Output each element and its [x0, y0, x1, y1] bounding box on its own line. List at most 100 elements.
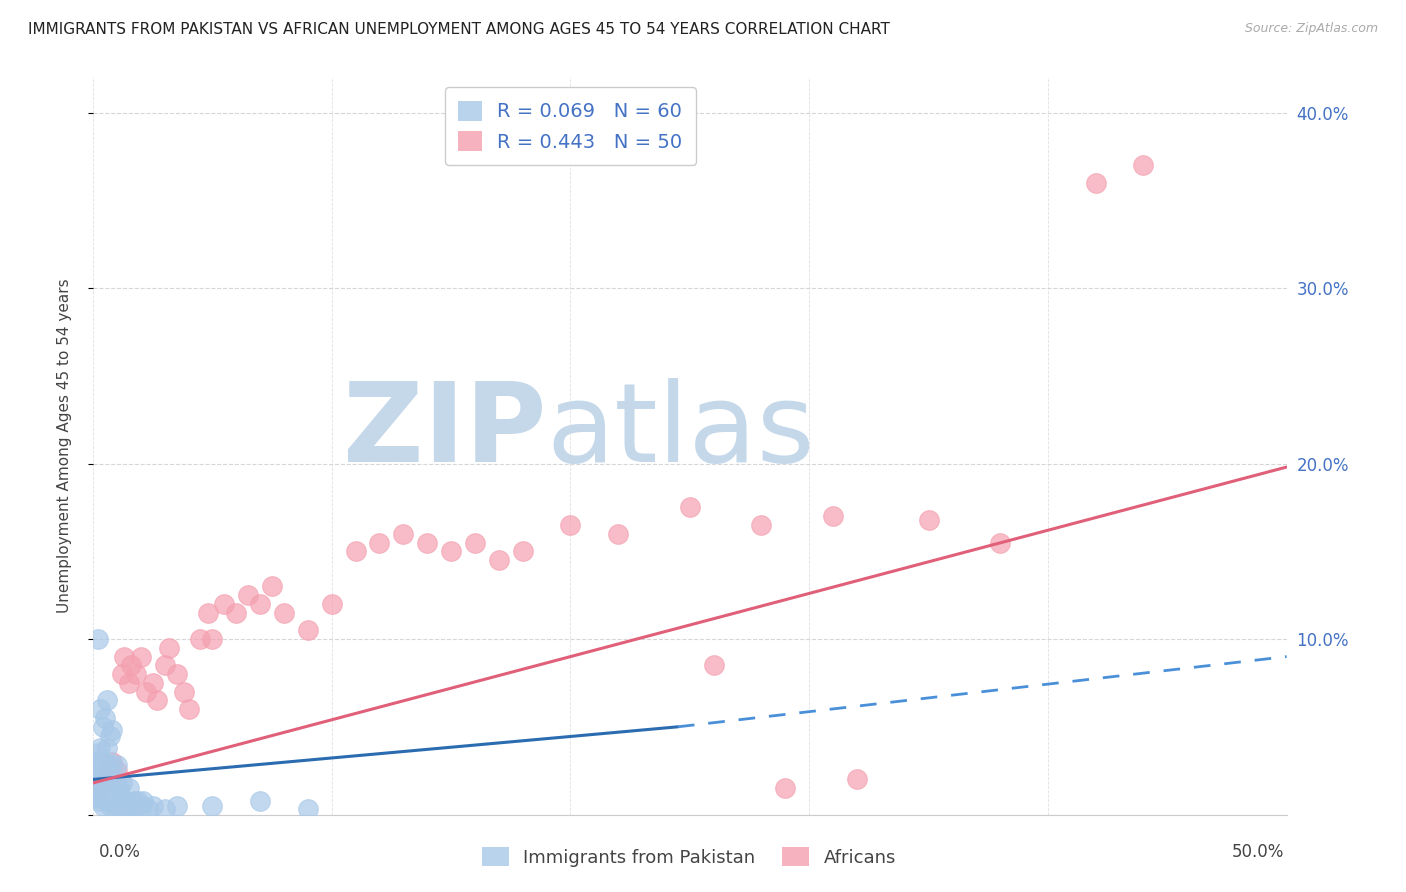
Point — [1132, 158, 1154, 172]
Point — [146, 693, 169, 707]
Point — [94, 755, 117, 769]
Point — [105, 776, 128, 790]
Point — [89, 702, 111, 716]
Point — [122, 793, 145, 807]
Point — [512, 544, 534, 558]
Y-axis label: Unemployment Among Ages 45 to 54 years: Unemployment Among Ages 45 to 54 years — [58, 278, 72, 614]
Point — [115, 793, 138, 807]
Point — [142, 676, 165, 690]
Point — [98, 729, 121, 743]
Point — [108, 781, 131, 796]
Text: IMMIGRANTS FROM PAKISTAN VS AFRICAN UNEMPLOYMENT AMONG AGES 45 TO 54 YEARS CORRE: IMMIGRANTS FROM PAKISTAN VS AFRICAN UNEM… — [28, 22, 890, 37]
Point — [105, 758, 128, 772]
Point — [488, 553, 510, 567]
Point — [125, 798, 148, 813]
Point — [197, 606, 219, 620]
Point — [166, 667, 188, 681]
Point — [89, 740, 111, 755]
Point — [440, 544, 463, 558]
Text: Source: ZipAtlas.com: Source: ZipAtlas.com — [1244, 22, 1378, 36]
Point — [84, 790, 107, 805]
Point — [84, 755, 107, 769]
Point — [157, 640, 180, 655]
Point — [87, 764, 110, 778]
Point — [845, 772, 868, 787]
Point — [201, 632, 224, 646]
Point — [94, 711, 117, 725]
Text: 50.0%: 50.0% — [1232, 843, 1285, 861]
Point — [392, 526, 415, 541]
Point — [129, 798, 152, 813]
Point — [91, 764, 114, 778]
Point — [101, 755, 124, 769]
Point — [260, 579, 283, 593]
Point — [917, 513, 939, 527]
Point — [89, 793, 111, 807]
Point — [105, 793, 128, 807]
Point — [129, 649, 152, 664]
Point — [118, 781, 141, 796]
Point — [98, 764, 121, 778]
Point — [96, 776, 118, 790]
Point — [96, 758, 118, 772]
Point — [775, 781, 797, 796]
Point — [98, 764, 121, 778]
Point — [112, 798, 135, 813]
Point — [91, 720, 114, 734]
Point — [120, 658, 142, 673]
Text: atlas: atlas — [547, 377, 815, 484]
Point — [98, 781, 121, 796]
Point — [84, 772, 107, 787]
Point — [166, 798, 188, 813]
Point — [101, 723, 124, 738]
Point — [273, 606, 295, 620]
Point — [101, 793, 124, 807]
Point — [153, 802, 176, 816]
Point — [201, 798, 224, 813]
Point — [111, 793, 134, 807]
Text: 0.0%: 0.0% — [98, 843, 141, 861]
Point — [89, 776, 111, 790]
Point — [111, 667, 134, 681]
Point — [96, 693, 118, 707]
Point — [225, 606, 247, 620]
Point — [101, 758, 124, 772]
Point — [127, 793, 149, 807]
Point — [416, 535, 439, 549]
Point — [249, 793, 271, 807]
Point — [607, 526, 630, 541]
Point — [190, 632, 212, 646]
Point — [751, 518, 773, 533]
Point — [136, 802, 159, 816]
Point — [91, 781, 114, 796]
Point — [96, 740, 118, 755]
Point — [112, 649, 135, 664]
Point — [297, 802, 319, 816]
Point — [344, 544, 367, 558]
Point — [321, 597, 343, 611]
Point — [94, 772, 117, 787]
Point — [87, 790, 110, 805]
Point — [96, 793, 118, 807]
Point — [101, 776, 124, 790]
Point — [560, 518, 582, 533]
Point — [173, 684, 195, 698]
Legend: Immigrants from Pakistan, Africans: Immigrants from Pakistan, Africans — [474, 840, 904, 874]
Text: ZIP: ZIP — [343, 377, 547, 484]
Point — [821, 509, 844, 524]
Point — [105, 764, 128, 778]
Point — [703, 658, 725, 673]
Point — [297, 624, 319, 638]
Point — [111, 776, 134, 790]
Point — [98, 798, 121, 813]
Point — [87, 781, 110, 796]
Point — [94, 790, 117, 805]
Point — [153, 658, 176, 673]
Point — [118, 676, 141, 690]
Point — [87, 746, 110, 760]
Point — [249, 597, 271, 611]
Legend: R = 0.069   N = 60, R = 0.443   N = 50: R = 0.069 N = 60, R = 0.443 N = 50 — [444, 87, 696, 165]
Point — [679, 500, 702, 515]
Point — [135, 684, 157, 698]
Point — [87, 632, 110, 646]
